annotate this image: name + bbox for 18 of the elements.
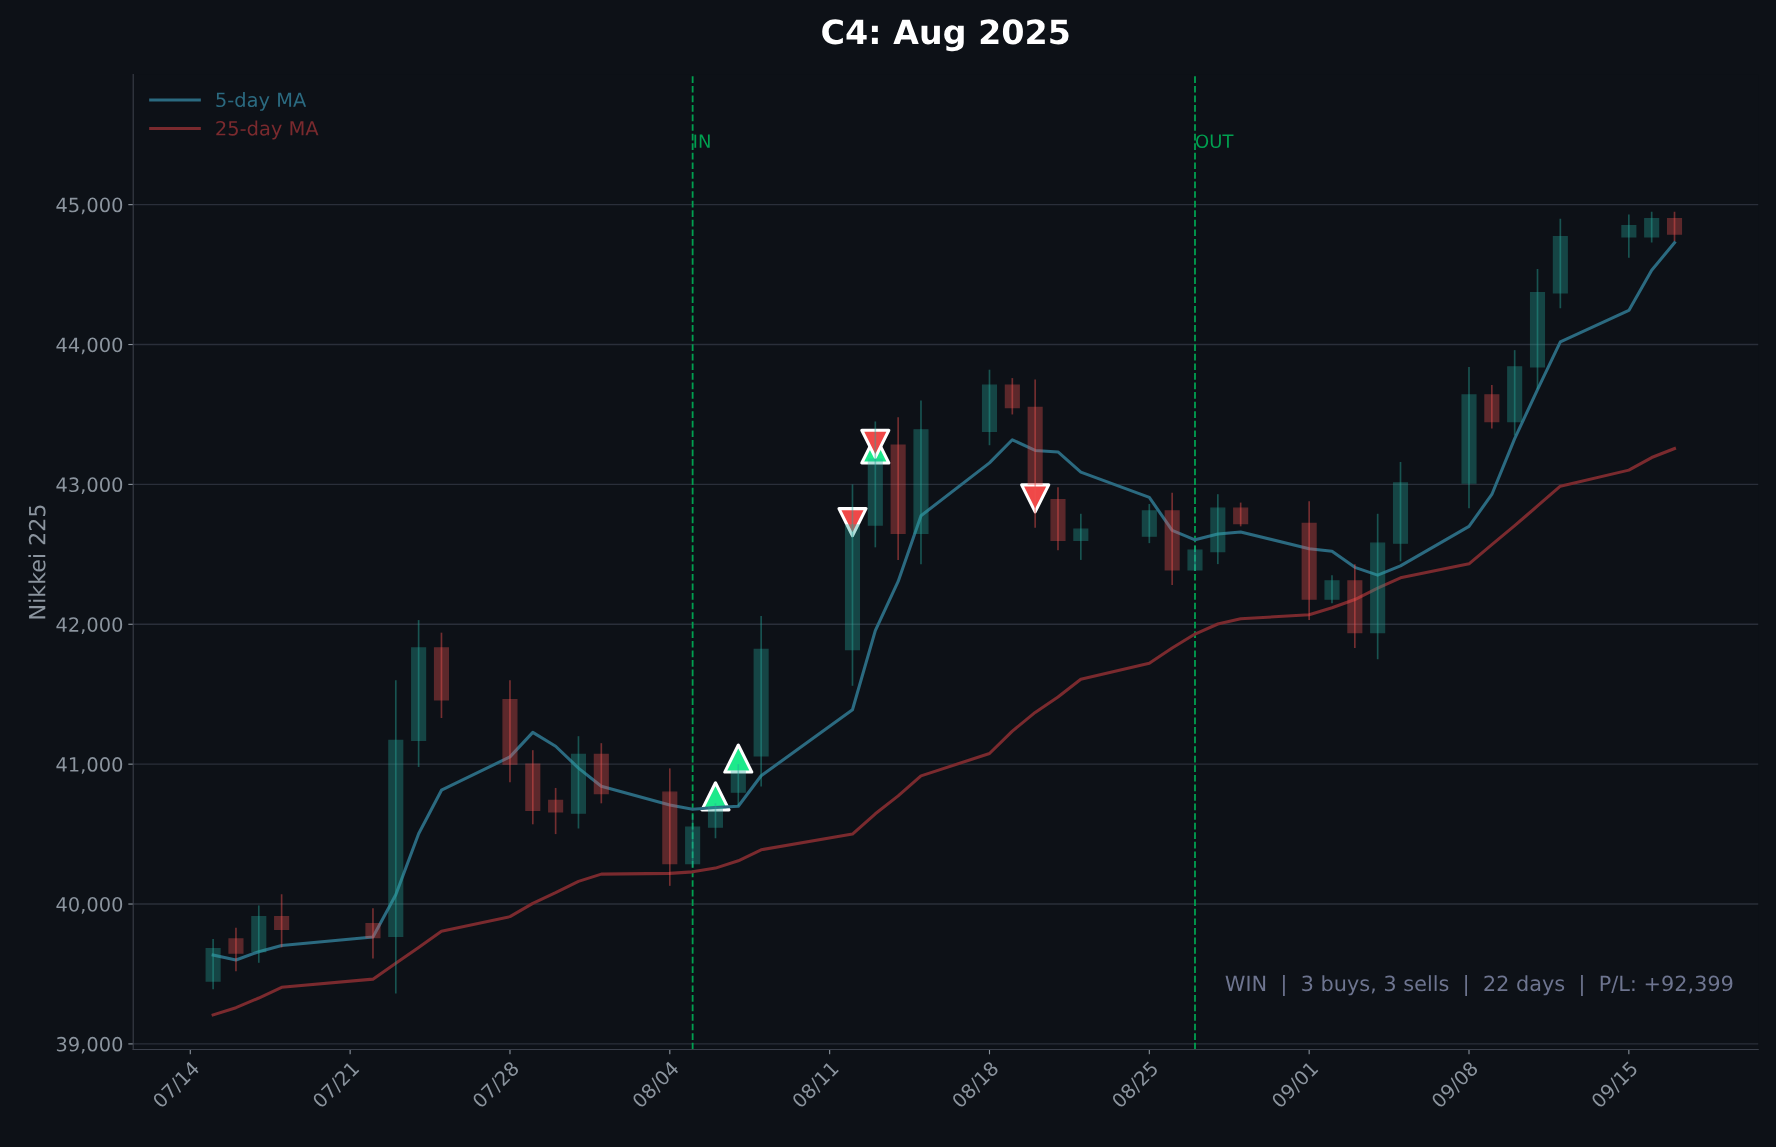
y-tick-label: 44,000	[56, 337, 123, 355]
y-axis-title: Nikkei 225	[28, 505, 46, 619]
point	[837, 507, 868, 538]
point	[723, 743, 754, 774]
ref-line-label: OUT	[1196, 134, 1234, 149]
point	[860, 428, 891, 459]
point	[1020, 483, 1051, 514]
chart-title: C4: Aug 2025	[822, 19, 1069, 52]
ref-line-label: IN	[694, 134, 710, 148]
y-tick-label: 42,000	[56, 617, 123, 634]
y-tick-label: 43,000	[56, 477, 123, 495]
legend-label: 5-day MA	[216, 92, 307, 111]
annotation: WIN | 3 buys, 3 sells | 22 days | P/L: +92,399	[1225, 975, 1733, 996]
y-tick-label: 45,000	[56, 197, 123, 215]
legend-label: 25-day MA	[216, 120, 319, 140]
y-tick-label: 39,000	[56, 1036, 123, 1054]
y-tick-label: 41,000	[56, 757, 123, 774]
y-tick-label: 40,000	[56, 896, 123, 914]
